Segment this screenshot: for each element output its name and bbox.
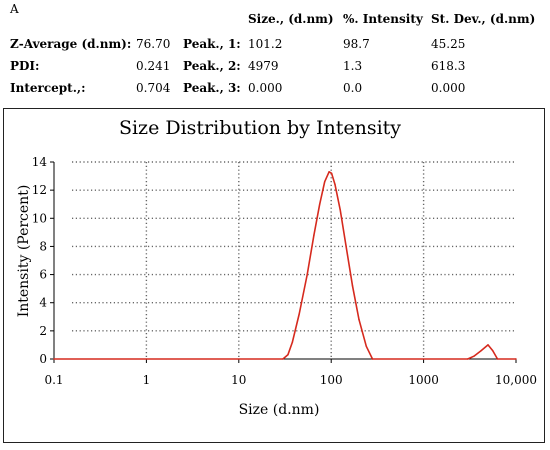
x-tick-label: 0.1 [44,373,63,387]
x-tick-label: 10 [231,373,246,387]
size-distribution-chart: Size Distribution by Intensity Size (d.n… [16,117,537,418]
data-point [330,172,333,174]
peak-intensity: 98.7 [343,37,370,51]
data-point [480,349,482,352]
summary-table: A Size., (d.nm) %. Intensity St. Dev., (… [0,0,550,110]
panel-label: A [10,2,19,16]
data-point [287,354,289,356]
data-point [334,183,336,186]
y-tick-label: 8 [39,239,47,253]
row-value: 76.70 [136,37,171,51]
data-point [319,203,321,205]
data-point [487,344,489,346]
y-tick-label: 4 [39,296,47,310]
y-tick-label: 10 [32,211,47,225]
data-point [282,358,284,360]
data-point [473,355,475,357]
data-point [53,358,55,360]
data-point [365,345,367,347]
x-tick-label: 1 [143,373,151,387]
header-size: Size., (d.nm) [248,12,334,26]
data-point [371,358,374,360]
y-axis-label: Intensity (Percent) [16,185,32,318]
x-tick-label: 100 [320,373,343,387]
tick-labels: 0 2 4 6 8 10 12 14 0.1 1 10 100 1000 10,000 [32,155,537,387]
data-point [467,358,469,360]
data-point [339,209,341,211]
y-tick-label: 2 [39,324,47,338]
peak-stdev: 45.25 [431,37,466,51]
data-point [313,234,315,236]
peak-size: 0.000 [248,81,283,95]
header-stdev: St. Dev., (d.nm) [431,12,536,26]
data-point [345,245,347,248]
y-tick-label: 12 [32,183,47,197]
data-point [328,171,330,173]
peak-intensity: 1.3 [343,59,363,73]
data-point [291,341,294,343]
peak-label: Peak., 2: [183,59,241,73]
peak-label: Peak., 3: [183,81,241,95]
row-label: Z-Average (d.nm): [10,37,132,51]
peak-size: 101.2 [248,37,283,51]
peak-stdev: 618.3 [431,59,466,73]
data-point [358,318,360,321]
y-tick-label: 0 [39,352,47,366]
peak-size: 4979 [248,59,279,73]
y-tick-label: 14 [32,155,48,169]
x-tick-label: 10,000 [495,373,537,387]
peak-label: Peak., 1: [183,37,241,51]
data-point [324,181,326,183]
chart-frame: Size Distribution by Intensity Size (d.n… [3,108,545,443]
peak-intensity: 0.0 [343,81,363,95]
grid [72,161,516,359]
x-axis-label: Size (d.nm) [239,402,320,418]
row-label: PDI: [10,59,40,73]
chart-title: Size Distribution by Intensity [119,117,401,139]
data-point [515,358,517,360]
x-tick-label: 1000 [408,373,439,387]
data-point [492,349,494,352]
row-value: 0.241 [136,59,171,73]
data-point [298,313,300,315]
data-point [496,358,499,360]
y-tick-label: 6 [39,268,47,282]
data-point [351,285,354,287]
axes [50,161,517,363]
series [53,170,517,360]
row-label: Intercept.,: [10,81,86,95]
header-intensity: %. Intensity [343,12,423,26]
data-point [306,273,308,276]
row-value: 0.704 [136,81,171,95]
peak-stdev: 0.000 [431,81,466,95]
